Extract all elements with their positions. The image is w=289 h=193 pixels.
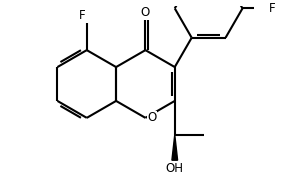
Text: OH: OH — [166, 162, 184, 175]
Text: O: O — [141, 6, 150, 19]
Text: O: O — [147, 111, 157, 124]
Polygon shape — [172, 135, 178, 160]
Text: F: F — [269, 2, 276, 15]
Text: F: F — [79, 9, 86, 22]
